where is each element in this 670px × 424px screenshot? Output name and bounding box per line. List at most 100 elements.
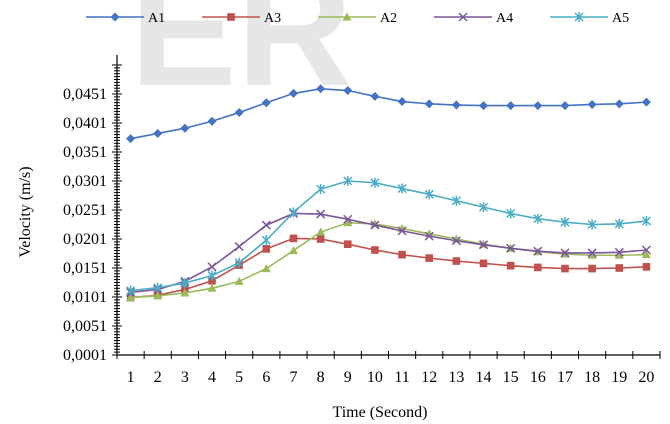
x-axis-title: Time (Second) [333,404,428,421]
data-point-a4 [207,262,217,272]
data-point-a1 [288,88,298,98]
y-tick-label: 0,0201 [63,231,107,248]
data-point-a2 [614,250,624,259]
data-point-a3 [615,264,624,272]
data-point-a5 [316,184,326,195]
data-point-a1 [479,101,489,111]
x-tick-label: 20 [638,369,654,386]
data-point-a1 [343,86,353,96]
data-point-a4 [533,246,543,256]
data-point-a5 [126,285,136,296]
series-a1 [126,84,651,144]
x-tick-label: 11 [394,369,409,386]
data-point-a5 [261,235,271,246]
data-point-a5 [614,218,624,229]
y-tick-label: 0,0051 [63,318,107,335]
legend-marker-a2 [342,12,352,21]
y-tick-label: 0,0451 [63,86,107,103]
legend-marker-a1 [110,12,120,22]
data-point-a4 [641,245,651,255]
x-tick-label: 18 [584,369,600,386]
data-point-a1 [370,91,380,101]
series-a2 [126,218,651,302]
x-tick-label: 13 [448,369,464,386]
data-point-a5 [533,213,543,224]
plot-area [126,84,651,302]
data-point-a5 [451,195,461,206]
y-tick-label: 0,0351 [63,144,107,161]
legend-label-a5: A5 [612,11,629,26]
series-line-a4 [130,212,647,294]
data-point-a4 [261,220,271,230]
data-point-a5 [641,216,651,227]
data-point-a3 [343,240,352,249]
series-line-a5 [130,180,647,292]
data-point-a3 [371,246,379,254]
data-point-a2 [207,283,217,292]
x-tick-label: 19 [611,369,627,386]
x-tick-label: 4 [208,369,216,386]
data-point-a2 [153,291,163,300]
data-point-a4 [234,242,244,252]
data-point-a1 [316,84,326,94]
x-tick-label: 15 [503,369,519,386]
data-point-a5 [288,207,299,218]
x-tick-label: 6 [262,369,270,386]
data-point-a4 [506,243,516,253]
data-point-a1 [207,116,217,126]
data-point-a1 [126,134,136,144]
y-tick-label: 0,0151 [63,260,107,277]
data-point-a3 [452,257,461,265]
data-point-a4 [614,247,624,257]
x-tick-label: 14 [476,369,492,386]
x-tick-label: 16 [530,369,546,386]
data-point-a5 [397,183,407,194]
data-point-a5 [478,202,489,213]
data-point-a2 [587,250,597,259]
y-tick-label: 0,0101 [63,289,107,306]
y-tick-label: 0,0251 [63,202,107,219]
data-point-a1 [614,99,624,109]
data-point-a4 [343,214,353,224]
legend-marker-a3 [227,13,235,21]
data-point-a4 [397,226,407,236]
x-tick-label: 5 [235,369,243,386]
legend-item-a3: A3 [202,11,281,26]
x-tick-label: 3 [181,369,189,386]
x-tick-label: 17 [557,369,573,386]
legend-item-a2: A2 [318,11,397,26]
data-point-a3 [316,235,325,243]
series-a5 [126,176,651,296]
data-point-a3 [289,234,298,243]
data-point-a2 [641,250,651,259]
series-line-a3 [130,237,647,299]
data-point-a5 [343,176,353,186]
data-point-a1 [506,101,516,111]
legend-item-a5: A5 [550,11,629,26]
data-point-a5 [370,177,380,188]
legend-item-a1: A1 [86,11,165,26]
data-point-a3 [506,261,515,270]
data-point-a4 [424,231,434,241]
data-point-a3 [208,276,216,285]
x-tick-label: 8 [317,369,325,386]
data-point-a2 [288,246,298,255]
series-a3 [126,234,651,302]
data-point-a3 [425,254,434,262]
y-tick-label: 0,0401 [63,115,107,132]
data-point-a2 [234,276,244,285]
legend-item-a4: A4 [434,11,513,26]
data-point-a3 [479,259,488,268]
data-point-a2 [180,288,190,297]
data-point-a2 [343,218,353,227]
data-point-a3 [561,264,569,273]
data-point-a3 [642,263,651,271]
data-point-a1 [424,99,434,109]
legend-marker-a4 [458,12,468,22]
x-tick-label: 7 [289,369,297,386]
legend-label-a2: A2 [380,11,397,26]
legend-label-a4: A4 [496,11,513,26]
data-point-a5 [424,189,434,200]
data-point-a1 [533,101,543,111]
